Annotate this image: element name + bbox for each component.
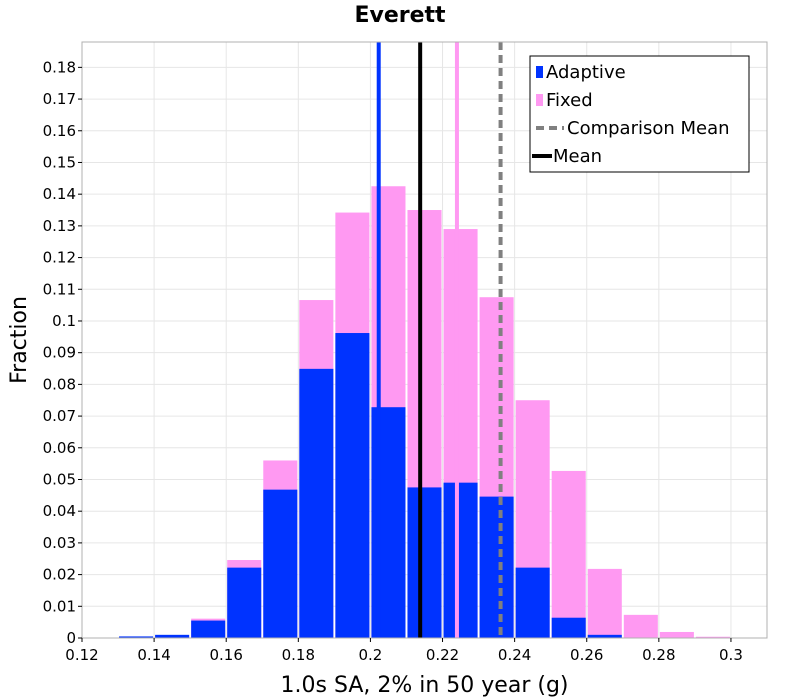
- legend-label-mean: Mean: [553, 146, 602, 167]
- fixed-bar: [551, 470, 586, 638]
- y-tick-label: 0.09: [43, 344, 76, 362]
- y-tick-label: 0: [66, 629, 76, 647]
- fixed-bar: [659, 631, 694, 638]
- y-tick-label: 0.17: [43, 90, 76, 108]
- x-tick-label: 0.26: [570, 646, 603, 664]
- adaptive-bar: [551, 617, 586, 638]
- x-tick-label: 0.24: [498, 646, 531, 664]
- y-tick-label: 0.13: [43, 217, 76, 235]
- y-axis-title: Fraction: [7, 296, 32, 384]
- x-tick-label: 0.12: [65, 646, 98, 664]
- fixed-bar: [623, 614, 658, 638]
- x-tick-label: 0.14: [137, 646, 170, 664]
- x-tick-label: 0.18: [282, 646, 315, 664]
- legend-swatch-adaptive: [536, 66, 543, 78]
- legend-swatch-fixed: [536, 94, 543, 106]
- adaptive-bar: [479, 496, 514, 638]
- adaptive-bar: [587, 634, 622, 638]
- y-tick-label: 0.01: [43, 597, 76, 615]
- adaptive-bar: [443, 482, 478, 638]
- y-tick-label: 0.16: [43, 122, 76, 140]
- chart-title: Everett: [354, 3, 446, 28]
- adaptive-bar: [299, 368, 334, 638]
- fixed-bar: [587, 568, 622, 638]
- axes: 0 0.01 0.02 0.03 0.04 0.05 0.06 0.07 0.08 0.09 0.1…: [43, 58, 743, 664]
- y-tick-label: 0.11: [43, 280, 76, 298]
- legend-label-adaptive: Adaptive: [546, 62, 626, 83]
- x-tick-label: 0.3: [719, 646, 743, 664]
- y-tick-label: 0.03: [43, 534, 76, 552]
- legend: Adaptive Fixed Comparison Mean Mean: [529, 55, 750, 173]
- adaptive-bar: [515, 567, 550, 638]
- legend-box: [529, 55, 750, 173]
- x-tick-label: 0.22: [426, 646, 459, 664]
- adaptive-bar: [263, 489, 298, 638]
- adaptive-bar: [407, 487, 442, 638]
- y-tick-label: 0.15: [43, 153, 76, 171]
- y-tick-label: 0.08: [43, 375, 76, 393]
- legend-label-comparison-mean: Comparison Mean: [567, 118, 730, 139]
- y-tick-label: 0.1: [52, 312, 76, 330]
- adaptive-bar: [227, 567, 262, 638]
- fixed-bar: [695, 636, 730, 638]
- adaptive-bar: [335, 333, 370, 638]
- adaptive-bar: [191, 620, 226, 638]
- x-tick-label: 0.16: [210, 646, 243, 664]
- y-tick-label: 0.02: [43, 566, 76, 584]
- plot-frame: [81, 41, 768, 639]
- bars: [119, 186, 766, 639]
- y-tick-label: 0.14: [43, 185, 76, 203]
- adaptive-bar: [155, 634, 190, 638]
- y-tick-label: 0.07: [43, 407, 76, 425]
- x-tick-label: 0.2: [358, 646, 382, 664]
- y-tick-label: 0.18: [43, 58, 76, 76]
- adaptive-bar: [371, 407, 406, 638]
- y-tick-label: 0.12: [43, 249, 76, 267]
- legend-label-fixed: Fixed: [546, 90, 593, 111]
- y-tick-label: 0.06: [43, 439, 76, 457]
- y-tick-label: 0.04: [43, 502, 76, 520]
- reference-lines: [376, 42, 503, 638]
- x-tick-label: 0.28: [642, 646, 675, 664]
- adaptive-bar: [119, 636, 154, 638]
- y-tick-label: 0.05: [43, 470, 76, 488]
- x-axis-title: 1.0s SA, 2% in 50 year (g): [281, 673, 569, 698]
